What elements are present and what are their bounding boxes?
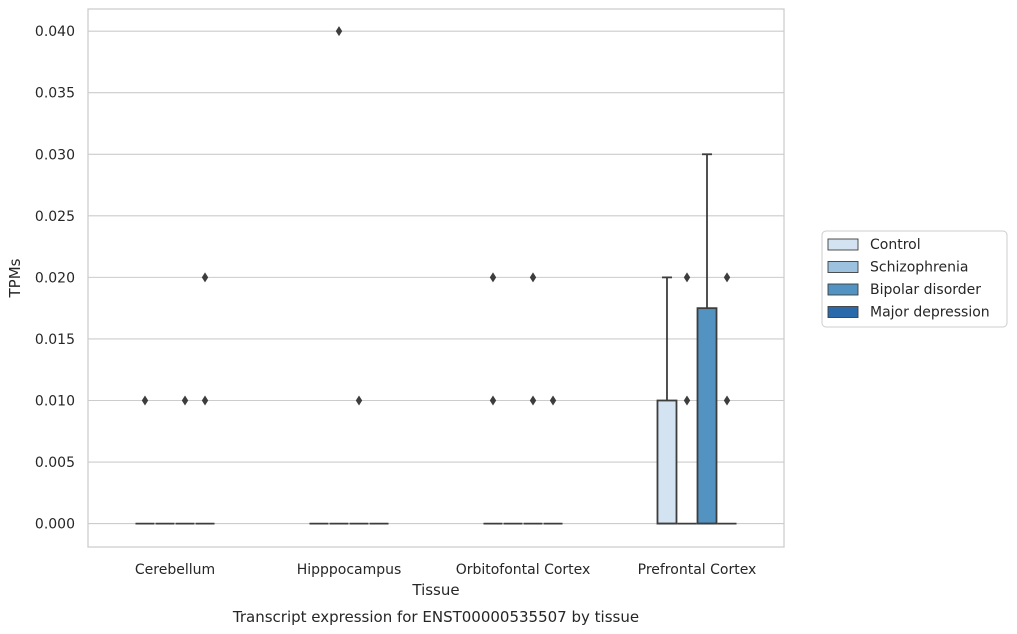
x-axis-title: Tissue [411, 581, 459, 599]
legend-swatch [827, 261, 859, 273]
y-tick-label: 0.005 [35, 455, 75, 471]
y-tick-label: 0.000 [35, 517, 75, 533]
legend-label: Major depression [870, 305, 990, 321]
plot-frame [87, 8, 785, 548]
legend-swatch [827, 283, 859, 296]
outlier-point [201, 395, 209, 406]
y-tick-label: 0.010 [35, 393, 75, 409]
y-tick-labels: 0.000 0.005 0.010 0.015 0.020 0.025 0.030 0.035… [35, 24, 75, 532]
outlier-point [723, 272, 731, 283]
outlier-point [683, 395, 691, 406]
outlier-point [489, 395, 497, 406]
x-tick-label: Cerebellum [135, 562, 215, 578]
y-tick-label: 0.035 [35, 86, 75, 102]
x-tick-labels: Cerebellum Hipppocampus Orbitofontal Corte… [135, 562, 756, 578]
outlier-point [181, 395, 189, 406]
box-bipolar-disorder [696, 153, 718, 525]
outlier-point [529, 395, 537, 406]
legend-label: Bipolar disorder [870, 282, 981, 298]
outlier-point [683, 272, 691, 283]
box-body [656, 399, 678, 525]
outlier-points [141, 26, 731, 406]
y-tick-label: 0.020 [35, 270, 75, 286]
chart-caption: Transcript expression for ENST0000053550… [232, 608, 639, 626]
legend-label: Control [870, 237, 921, 253]
box-body [696, 307, 718, 525]
y-tick-label: 0.030 [35, 147, 75, 163]
legend-frame [821, 230, 1008, 328]
outlier-point [529, 272, 537, 283]
legend: Control Schizophrenia Bipolar disorder Majo… [821, 230, 1008, 328]
outlier-point [723, 395, 731, 406]
y-axis-title: TPMs [6, 258, 24, 298]
y-tick-label: 0.040 [35, 24, 75, 40]
outlier-point [489, 272, 497, 283]
x-tick-label: Prefrontal Cortex [638, 562, 757, 578]
x-tick-label: Orbitofontal Cortex [456, 562, 591, 578]
outlier-point [141, 395, 149, 406]
y-tick-label: 0.015 [35, 332, 75, 348]
legend-swatch [827, 238, 859, 251]
box-series [135, 153, 737, 525]
x-tick-label: Hipppocampus [297, 562, 402, 578]
grid-lines [88, 30, 784, 525]
outlier-point [201, 272, 209, 283]
box-control [656, 276, 678, 525]
outlier-point [355, 395, 363, 406]
y-tick-label: 0.025 [35, 209, 75, 225]
legend-swatch [827, 306, 859, 318]
outlier-point [549, 395, 557, 406]
outlier-point [335, 26, 343, 37]
legend-label: Schizophrenia [870, 260, 968, 276]
